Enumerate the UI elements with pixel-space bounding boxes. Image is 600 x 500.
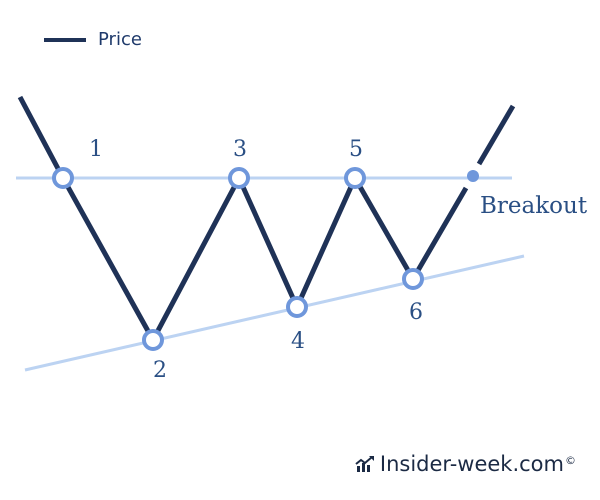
watermark: Insider-week.com © <box>355 452 576 476</box>
breakout-label: Breakout <box>480 193 588 219</box>
point-marker-2 <box>142 329 164 351</box>
legend: Price <box>44 29 142 50</box>
point-marker-3 <box>228 167 250 189</box>
copyright-symbol: © <box>565 453 576 467</box>
point-marker-6 <box>402 268 424 290</box>
breakout-marker <box>467 170 479 182</box>
watermark-text: Insider-week.com <box>379 452 564 476</box>
point-label-6: 6 <box>409 300 423 325</box>
point-marker-4 <box>286 296 308 318</box>
point-marker-1 <box>52 167 74 189</box>
legend-price-swatch <box>44 37 86 42</box>
price-line <box>17 95 469 346</box>
price-line-breakout-segment <box>476 104 516 166</box>
point-label-5: 5 <box>349 137 363 162</box>
point-label-4: 4 <box>291 329 305 354</box>
legend-price-label: Price <box>98 29 142 50</box>
point-label-1: 1 <box>89 137 103 162</box>
point-label-2: 2 <box>153 358 167 383</box>
support-line <box>24 254 525 372</box>
point-label-3: 3 <box>233 137 247 162</box>
point-marker-5 <box>344 167 366 189</box>
trend-chart-icon <box>355 456 374 472</box>
